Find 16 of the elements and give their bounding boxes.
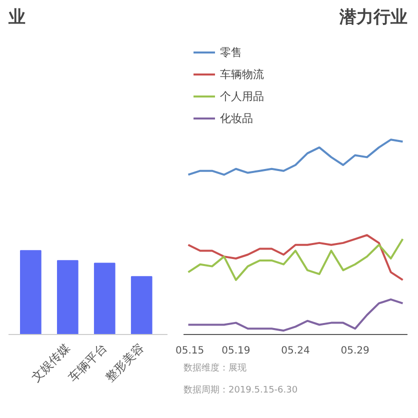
x-tick-label: 05.15 <box>176 346 204 356</box>
x-tick-label: 05.24 <box>281 346 310 356</box>
bar <box>56 260 78 334</box>
legend-label: 零售 <box>220 44 242 60</box>
text: 数据周期：2019.5.15-6.30 <box>184 384 298 396</box>
legend-label: 车辆物流 <box>220 66 264 82</box>
text: 数据维度：展现 <box>184 362 246 374</box>
chart-title: 业 <box>8 8 26 28</box>
bar <box>130 276 152 334</box>
legend-label: 个人用品 <box>220 88 264 104</box>
chart-title: 潜力行业 <box>338 8 408 28</box>
bar <box>94 262 116 334</box>
x-tick-label: 05.29 <box>340 346 370 356</box>
x-tick-label: 05.19 <box>222 346 250 356</box>
legend-label: 化妆品 <box>220 110 253 126</box>
bar <box>20 250 42 334</box>
